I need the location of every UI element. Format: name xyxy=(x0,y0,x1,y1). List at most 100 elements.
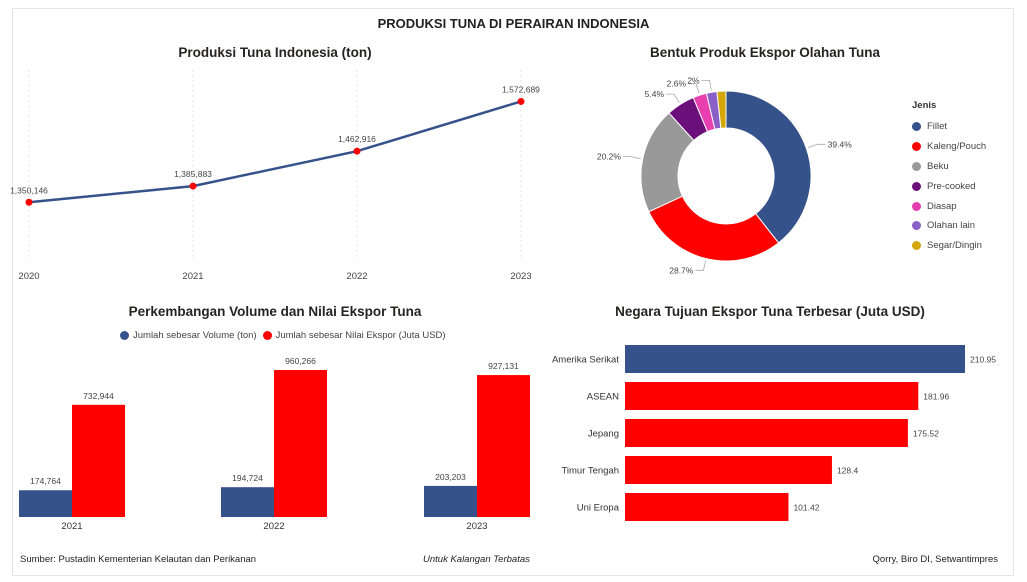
data-label: 1,462,916 xyxy=(338,134,376,144)
legend-dot-value xyxy=(262,331,272,340)
country-bar xyxy=(625,456,832,484)
country-chart-title: Negara Tujuan Ekspor Tuna Terbesar (Juta… xyxy=(615,304,925,319)
value-bar xyxy=(477,375,530,517)
donut-slice-fillet xyxy=(725,90,812,244)
legend-dot xyxy=(912,122,921,132)
country-bar xyxy=(625,419,908,447)
legend-label: Beku xyxy=(927,160,949,172)
x-tick-label: 2022 xyxy=(263,521,284,532)
donut-legend-item: Kaleng/Pouch xyxy=(912,137,986,157)
donut-legend-item: Segar/Dingin xyxy=(912,236,986,256)
volume-bar-chart: 174,764 732,944 2021 194,724 960,266 2022 203,… xyxy=(19,356,530,532)
x-tick-label: 2020 xyxy=(18,271,39,282)
country-label: Timur Tengah xyxy=(561,466,619,477)
bar-value-label: 174,764 xyxy=(30,476,61,486)
data-point xyxy=(353,147,361,155)
volume-legend: Jumlah sebesar Volume (ton) Jumlah sebes… xyxy=(120,330,452,341)
donut-legend: Jenis Fillet Kaleng/Pouch Beku Pre-cooked Di… xyxy=(912,100,986,256)
legend-dot xyxy=(912,241,921,251)
country-label: ASEAN xyxy=(587,392,619,403)
country-bar xyxy=(625,345,965,373)
slice-label: 20.2% xyxy=(597,152,622,162)
legend-label-volume: Jumlah sebesar Volume (ton) xyxy=(133,330,257,341)
data-point xyxy=(25,198,33,206)
legend-item-volume: Jumlah sebesar Volume (ton) xyxy=(120,330,257,341)
donut-chart-title: Bentuk Produk Ekspor Olahan Tuna xyxy=(649,45,881,60)
volume-bar xyxy=(221,487,274,517)
legend-dot xyxy=(912,201,921,211)
donut-legend-item: Olahan lain xyxy=(912,216,986,236)
volume-bar xyxy=(424,485,477,517)
data-point xyxy=(189,182,197,190)
data-point xyxy=(517,97,525,105)
line-chart-title: Produksi Tuna Indonesia (ton) xyxy=(178,45,372,60)
legend-dot xyxy=(912,181,921,191)
legend-label: Segar/Dingin xyxy=(927,240,982,252)
bar-value-label: 210.95 xyxy=(970,355,996,365)
donut-legend-title: Jenis xyxy=(912,100,937,111)
donut-legend-item: Pre-cooked xyxy=(912,176,986,196)
country-bar xyxy=(625,382,919,410)
volume-bar xyxy=(19,490,72,517)
production-line xyxy=(28,100,522,204)
country-bar-chart: Amerika Serikat 210.95 ASEAN 181.96 Jepang 17… xyxy=(552,345,996,521)
value-bar xyxy=(274,370,327,517)
legend-item-value: Jumlah sebesar Nilai Ekspor (Juta USD) xyxy=(262,330,446,341)
legend-label: Fillet xyxy=(927,121,948,133)
donut-legend-item: Diasap xyxy=(912,196,986,216)
country-label: Jepang xyxy=(588,429,619,440)
donut-slice-segar-dingin xyxy=(716,90,727,129)
slice-label: 5.4% xyxy=(645,89,665,99)
slice-leader-line xyxy=(808,143,826,148)
slice-label: 2.6% xyxy=(667,79,687,89)
dashboard-frame xyxy=(12,8,1014,576)
donut-chart: 39.4% 28.7% 20.2% 5.4%2.6% 2% xyxy=(597,75,853,275)
slice-leader-line xyxy=(666,93,680,103)
legend-label: Olahan lain xyxy=(927,220,976,232)
footer-restricted: Untuk Kalangan Terbatas xyxy=(423,554,530,565)
donut-slice-kaleng-pouch xyxy=(648,195,780,262)
volume-chart-title: Perkembangan Volume dan Nilai Ekspor Tun… xyxy=(128,304,422,319)
data-label: 1,572,689 xyxy=(502,84,540,94)
slice-label: 2% xyxy=(687,75,700,85)
legend-dot xyxy=(912,161,921,171)
bar-value-label: 960,266 xyxy=(285,356,316,366)
legend-dot xyxy=(912,142,921,152)
bar-value-label: 203,203 xyxy=(435,472,466,482)
x-tick-label: 2022 xyxy=(346,271,367,282)
x-tick-label: 2021 xyxy=(182,271,203,282)
legend-dot-volume xyxy=(120,331,129,340)
slice-leader-line xyxy=(701,79,712,91)
bar-value-label: 927,131 xyxy=(488,361,519,371)
donut-legend-item: Fillet xyxy=(912,117,986,137)
slice-label: 28.7% xyxy=(669,265,694,275)
bar-value-label: 732,944 xyxy=(83,391,114,401)
value-bar xyxy=(72,404,125,517)
country-label: Uni Eropa xyxy=(577,503,620,514)
dashboard-title: PRODUKSI TUNA DI PERAIRAN INDONESIA xyxy=(377,16,650,31)
x-tick-label: 2021 xyxy=(61,521,82,532)
legend-label: Diasap xyxy=(927,200,957,212)
bar-value-label: 194,724 xyxy=(232,473,263,483)
legend-label: Kaleng/Pouch xyxy=(927,141,987,153)
donut-legend-item: Beku xyxy=(912,157,986,177)
legend-label-value: Jumlah sebesar Nilai Ekspor (Juta USD) xyxy=(275,330,446,341)
footer-source: Sumber: Pustadin Kementerian Kelautan da… xyxy=(20,554,257,565)
slice-label: 39.4% xyxy=(828,139,853,149)
slice-leader-line xyxy=(622,156,641,160)
country-label: Amerika Serikat xyxy=(552,355,619,366)
data-label: 1,385,883 xyxy=(174,169,212,179)
legend-label: Pre-cooked xyxy=(927,180,976,192)
slice-leader-line xyxy=(688,83,700,94)
bar-value-label: 181.96 xyxy=(923,392,949,402)
legend-dot xyxy=(912,221,921,231)
x-tick-label: 2023 xyxy=(510,271,531,282)
data-label: 1,350,146 xyxy=(10,185,48,195)
line-chart: 2020 2021 2022 2023 1,350,146 1,385,883 1,462,… xyxy=(10,70,540,282)
slice-leader-line xyxy=(695,260,707,271)
bar-value-label: 175.52 xyxy=(913,429,939,439)
country-bar xyxy=(625,493,789,521)
bar-value-label: 128.4 xyxy=(837,466,859,476)
footer-credit: Qorry, Biro DI, Setwantimpres xyxy=(872,554,998,565)
bar-value-label: 101.42 xyxy=(793,503,819,513)
